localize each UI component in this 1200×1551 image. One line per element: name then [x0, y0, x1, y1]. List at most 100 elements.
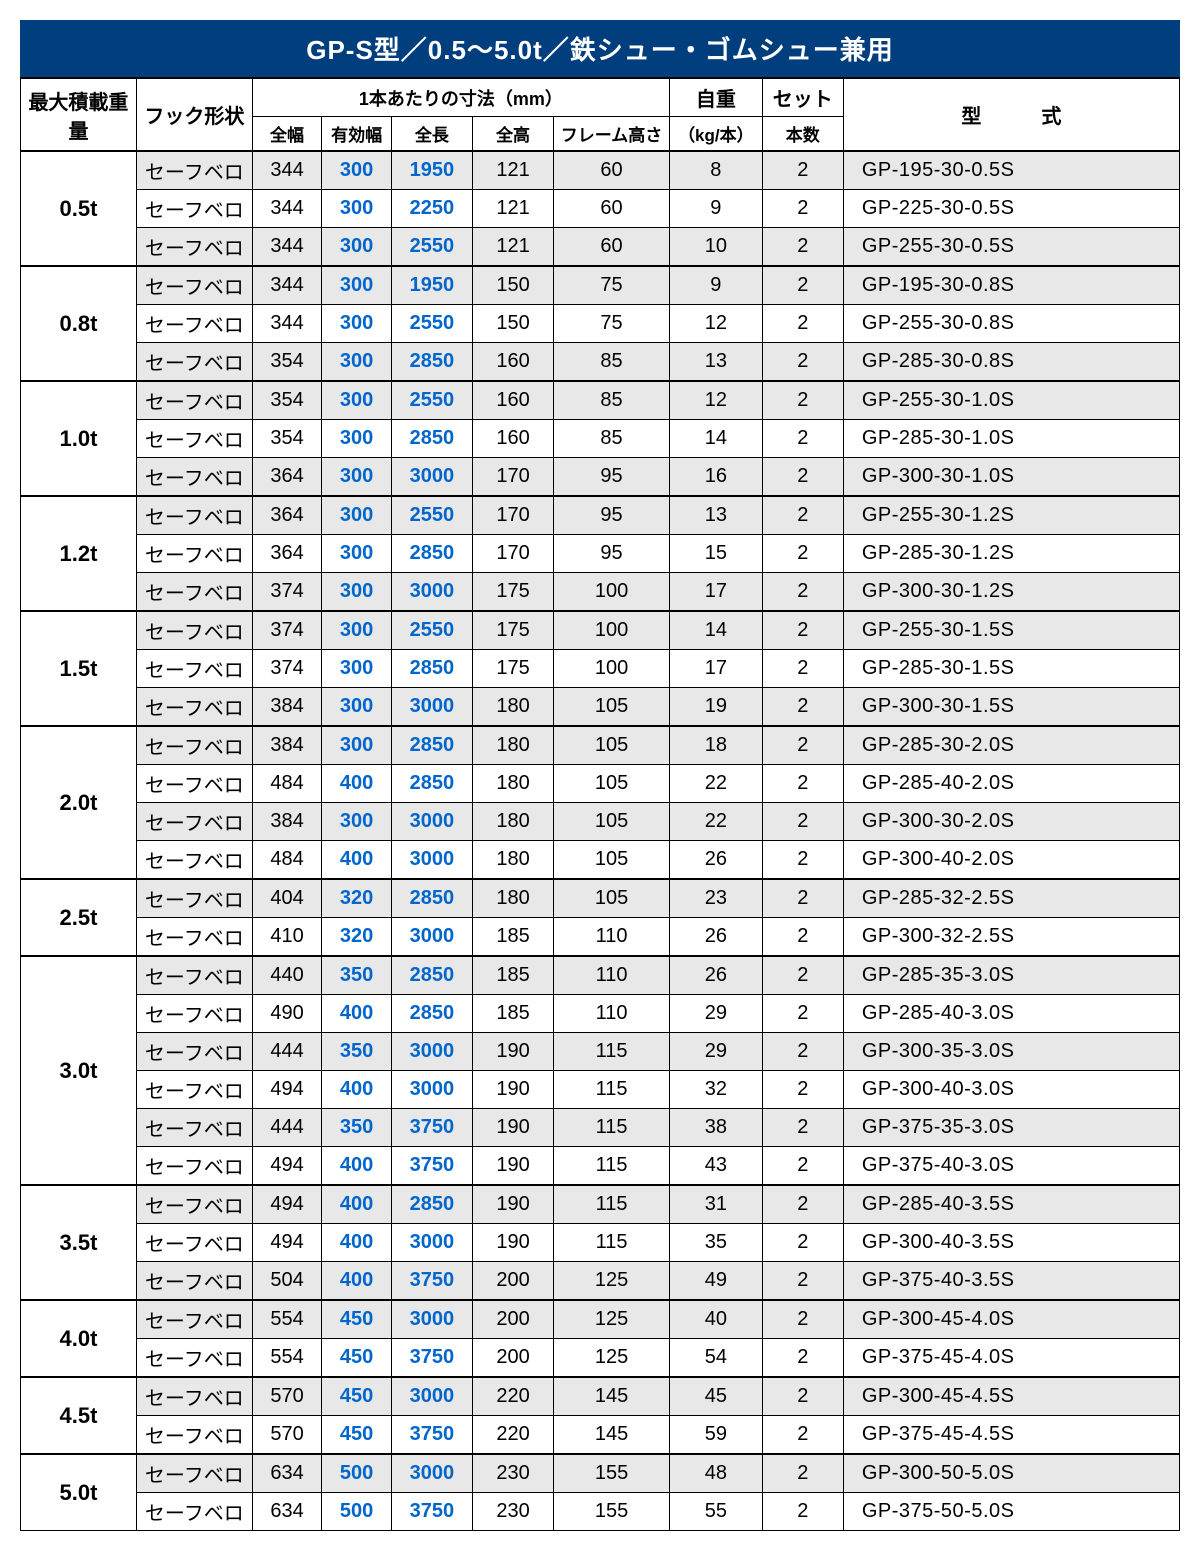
set-cell: 2 — [762, 420, 843, 458]
frame-cell: 75 — [554, 266, 670, 305]
hook-cell: セーフベロ — [136, 1262, 252, 1301]
width-cell: 354 — [252, 420, 322, 458]
weight-cell: 29 — [669, 1033, 762, 1071]
length-cell: 2850 — [391, 956, 472, 995]
height-cell: 180 — [472, 879, 553, 918]
weight-cell: 12 — [669, 381, 762, 420]
hdr-set-unit: 本数 — [762, 117, 843, 152]
set-cell: 2 — [762, 228, 843, 267]
hook-cell: セーフベロ — [136, 1339, 252, 1378]
width-cell: 404 — [252, 879, 322, 918]
table-row: セーフベロ4904002850185110292GP-285-40-3.0S — [21, 995, 1180, 1033]
width-cell: 494 — [252, 1147, 322, 1186]
weight-cell: 55 — [669, 1493, 762, 1531]
effwidth-cell: 400 — [322, 995, 392, 1033]
effwidth-cell: 400 — [322, 1262, 392, 1301]
length-cell: 3750 — [391, 1493, 472, 1531]
width-cell: 444 — [252, 1109, 322, 1147]
hook-cell: セーフベロ — [136, 650, 252, 688]
effwidth-cell: 400 — [322, 765, 392, 803]
width-cell: 354 — [252, 381, 322, 420]
height-cell: 220 — [472, 1377, 553, 1416]
model-cell: GP-195-30-0.5S — [843, 151, 1179, 190]
set-cell: 2 — [762, 956, 843, 995]
length-cell: 3000 — [391, 803, 472, 841]
table-row: セーフベロ5044003750200125492GP-375-40-3.5S — [21, 1262, 1180, 1301]
length-cell: 3000 — [391, 1377, 472, 1416]
weight-cell: 59 — [669, 1416, 762, 1455]
set-cell: 2 — [762, 1224, 843, 1262]
height-cell: 121 — [472, 228, 553, 267]
weight-cell: 26 — [669, 841, 762, 880]
hook-cell: セーフベロ — [136, 1493, 252, 1531]
model-cell: GP-285-30-1.0S — [843, 420, 1179, 458]
frame-cell: 110 — [554, 956, 670, 995]
set-cell: 2 — [762, 1262, 843, 1301]
height-cell: 175 — [472, 650, 553, 688]
model-cell: GP-375-45-4.5S — [843, 1416, 1179, 1455]
table-row: 3.5tセーフベロ4944002850190115312GP-285-40-3.… — [21, 1185, 1180, 1224]
set-cell: 2 — [762, 726, 843, 765]
frame-cell: 125 — [554, 1300, 670, 1339]
length-cell: 3000 — [391, 688, 472, 727]
model-cell: GP-375-40-3.5S — [843, 1262, 1179, 1301]
table-row: セーフベロ4944003750190115432GP-375-40-3.0S — [21, 1147, 1180, 1186]
table-row: 3.0tセーフベロ4403502850185110262GP-285-35-3.… — [21, 956, 1180, 995]
length-cell: 3000 — [391, 1300, 472, 1339]
hook-cell: セーフベロ — [136, 1224, 252, 1262]
table-row: 0.5tセーフベロ34430019501216082GP-195-30-0.5S — [21, 151, 1180, 190]
set-cell: 2 — [762, 650, 843, 688]
effwidth-cell: 300 — [322, 803, 392, 841]
set-cell: 2 — [762, 1109, 843, 1147]
effwidth-cell: 450 — [322, 1300, 392, 1339]
table-row: セーフベロ5704503750220145592GP-375-45-4.5S — [21, 1416, 1180, 1455]
set-cell: 2 — [762, 1377, 843, 1416]
table-row: セーフベロ3743003000175100172GP-300-30-1.2S — [21, 573, 1180, 612]
length-cell: 3000 — [391, 458, 472, 497]
set-cell: 2 — [762, 1147, 843, 1186]
hook-cell: セーフベロ — [136, 1454, 252, 1493]
model-cell: GP-285-32-2.5S — [843, 879, 1179, 918]
frame-cell: 105 — [554, 803, 670, 841]
frame-cell: 115 — [554, 1071, 670, 1109]
weight-cell: 12 — [669, 305, 762, 343]
weight-cell: 16 — [669, 458, 762, 497]
model-cell: GP-285-30-2.0S — [843, 726, 1179, 765]
width-cell: 494 — [252, 1071, 322, 1109]
height-cell: 121 — [472, 151, 553, 190]
title-text: GP-S型／0.5～5.0t／鉄シュー・ゴムシュー兼用 — [306, 35, 894, 65]
set-cell: 2 — [762, 458, 843, 497]
effwidth-cell: 300 — [322, 381, 392, 420]
effwidth-cell: 400 — [322, 1071, 392, 1109]
width-cell: 570 — [252, 1377, 322, 1416]
frame-cell: 105 — [554, 688, 670, 727]
hdr-weight: 自重 — [669, 78, 762, 117]
table-row: 4.5tセーフベロ5704503000220145452GP-300-45-4.… — [21, 1377, 1180, 1416]
weight-cell: 9 — [669, 266, 762, 305]
hook-cell: セーフベロ — [136, 879, 252, 918]
table-row: 1.2tセーフベロ364300255017095132GP-255-30-1.2… — [21, 496, 1180, 535]
hook-cell: セーフベロ — [136, 1071, 252, 1109]
width-cell: 504 — [252, 1262, 322, 1301]
weight-cell: 31 — [669, 1185, 762, 1224]
weight-cell: 35 — [669, 1224, 762, 1262]
length-cell: 2850 — [391, 420, 472, 458]
length-cell: 2850 — [391, 879, 472, 918]
frame-cell: 95 — [554, 496, 670, 535]
hook-cell: セーフベロ — [136, 803, 252, 841]
frame-cell: 85 — [554, 343, 670, 382]
length-cell: 3750 — [391, 1262, 472, 1301]
hook-cell: セーフベロ — [136, 688, 252, 727]
height-cell: 180 — [472, 688, 553, 727]
effwidth-cell: 300 — [322, 458, 392, 497]
effwidth-cell: 300 — [322, 305, 392, 343]
width-cell: 384 — [252, 688, 322, 727]
weight-cell: 49 — [669, 1262, 762, 1301]
model-cell: GP-255-30-0.8S — [843, 305, 1179, 343]
model-cell: GP-375-40-3.0S — [843, 1147, 1179, 1186]
height-cell: 170 — [472, 496, 553, 535]
width-cell: 570 — [252, 1416, 322, 1455]
model-cell: GP-300-40-2.0S — [843, 841, 1179, 880]
set-cell: 2 — [762, 535, 843, 573]
length-cell: 3000 — [391, 841, 472, 880]
